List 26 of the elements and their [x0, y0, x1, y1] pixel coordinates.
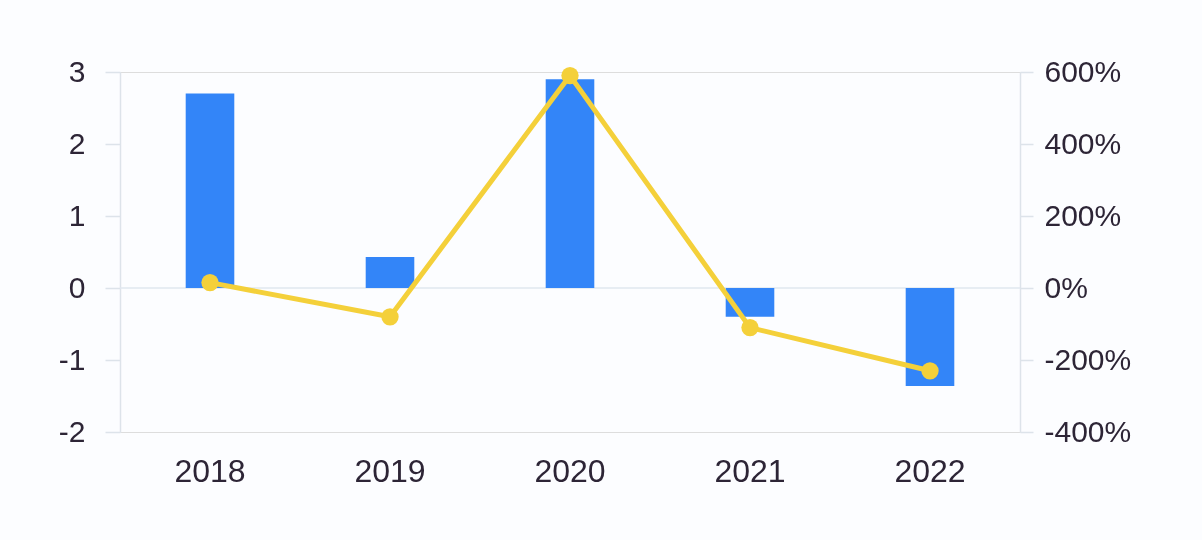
bar	[905, 288, 955, 386]
x-tick-label: 2021	[714, 452, 786, 489]
y2-tick-label: -200%	[1044, 342, 1132, 376]
point	[561, 66, 579, 85]
x-tick-label: 2018	[174, 452, 246, 489]
x-tick-label: 2022	[894, 452, 966, 489]
point	[201, 273, 219, 292]
y-tick-label: 0	[68, 270, 86, 304]
y-tick-label: 2	[68, 126, 86, 160]
y2-tick-label: 400%	[1044, 126, 1122, 160]
bar	[545, 79, 595, 288]
y-tick-label: 3	[68, 54, 86, 88]
y2-tick-label: -400%	[1044, 414, 1132, 448]
y2-tick-label: 200%	[1044, 198, 1122, 232]
x-tick-label: 2019	[354, 452, 426, 489]
point	[741, 318, 759, 337]
y2-tick-label: 0%	[1044, 270, 1088, 304]
bar	[185, 93, 235, 288]
y-tick-label: -2	[58, 414, 86, 448]
y-tick-label: 1	[68, 198, 86, 232]
y-tick-label: -1	[58, 342, 86, 376]
point	[921, 362, 939, 380]
bar	[365, 257, 415, 288]
y2-tick-label: 600%	[1044, 54, 1122, 88]
point	[381, 308, 399, 326]
x-tick-label: 2020	[534, 452, 606, 489]
